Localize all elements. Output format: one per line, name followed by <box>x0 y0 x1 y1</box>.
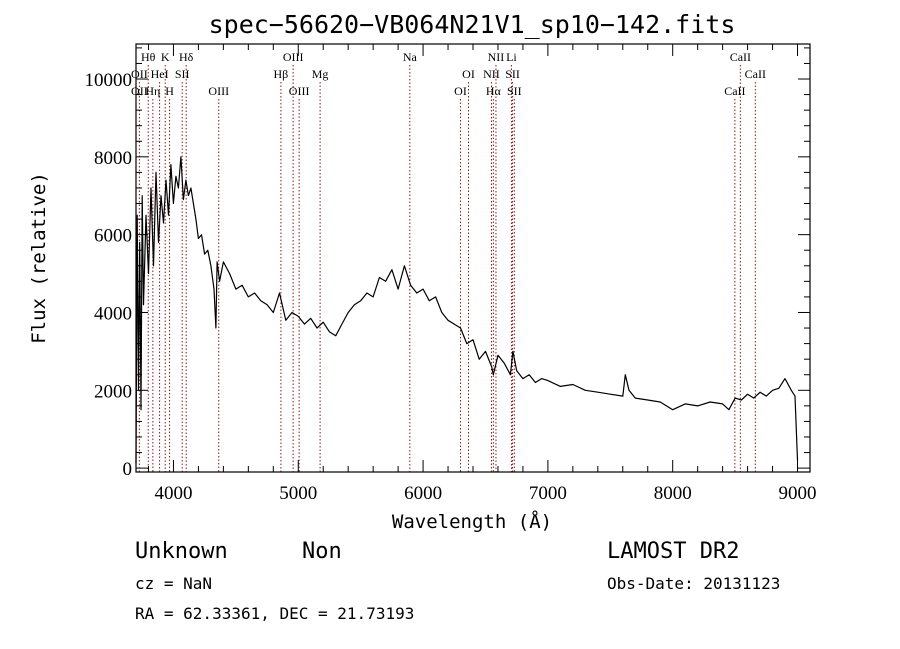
spectral-line-label: Mg <box>312 67 329 81</box>
obs-date: Obs-Date: 20131123 <box>607 574 780 593</box>
spectral-line-label: OI <box>462 67 475 81</box>
spectral-line-label: Li <box>506 50 517 64</box>
spectral-line-label: Hθ <box>141 50 156 64</box>
spectral-line-label: Hη <box>145 84 160 98</box>
x-axis-label: Wavelength (Å) <box>392 510 552 533</box>
chart-title: spec−56620−VB064N21V1_sp10−142.fits <box>209 10 736 39</box>
spectral-line-labels: HθOIIOIIHηKHeIHHδSIIOIIIOIIIHβOIIIMgNaOI… <box>131 50 766 98</box>
spectral-line-label: OII <box>131 67 148 81</box>
x-tick-label: 4000 <box>154 483 192 504</box>
y-axis: 0 2000 4000 6000 8000 10000 <box>85 47 810 480</box>
spectrum-line <box>135 156 799 465</box>
y-tick-label: 0 <box>123 459 133 480</box>
object-subclass: Non <box>302 539 342 564</box>
spectral-line-markers <box>138 65 756 472</box>
x-tick-label: 5000 <box>279 483 317 504</box>
spectral-line-label: SII <box>505 67 520 81</box>
spectral-line-label: OIII <box>208 84 229 98</box>
y-tick-label: 2000 <box>94 381 132 402</box>
spectral-line-label: OIII <box>289 84 310 98</box>
spectral-line-label: Na <box>403 50 418 64</box>
x-tick-label: 6000 <box>404 483 442 504</box>
y-tick-label: 4000 <box>94 303 132 324</box>
y-axis-label: Flux (relative) <box>28 172 50 344</box>
spectral-line-label: OII <box>131 84 148 98</box>
x-tick-label: 8000 <box>654 483 692 504</box>
spectral-line-label: CaII <box>745 67 766 81</box>
spectral-line-label: Hβ <box>274 67 289 81</box>
spectral-line-label: SII <box>175 67 190 81</box>
spectral-line-label: NII <box>488 50 505 64</box>
coordinates: RA = 62.33361, DEC = 21.73193 <box>135 604 414 623</box>
redshift-cz: cz = NaN <box>135 574 212 593</box>
spectral-line-label: Hα <box>486 84 502 98</box>
spectral-line-label: HeI <box>151 67 169 81</box>
spectral-line-label: OIII <box>283 50 304 64</box>
x-axis: 4000 5000 6000 7000 8000 9000 <box>147 44 817 504</box>
y-tick-label: 8000 <box>94 148 132 169</box>
plot-frame <box>135 43 811 473</box>
spectral-line-label: OI <box>454 84 467 98</box>
x-tick-label: 7000 <box>529 483 567 504</box>
x-tick-label: 9000 <box>779 483 817 504</box>
y-tick-label: 10000 <box>85 70 133 91</box>
spectral-line-label: H <box>165 84 174 98</box>
survey-name: LAMOST DR2 <box>607 539 739 564</box>
spectral-line-label: CaII <box>724 84 745 98</box>
object-class: Unknown <box>135 539 228 564</box>
spectral-line-label: K <box>161 50 170 64</box>
spectral-line-label: NII <box>483 67 500 81</box>
spectral-line-label: CaII <box>730 50 751 64</box>
y-tick-label: 6000 <box>94 226 132 247</box>
spectral-line-label: Hδ <box>179 50 194 64</box>
spectral-line-label: SII <box>507 84 522 98</box>
